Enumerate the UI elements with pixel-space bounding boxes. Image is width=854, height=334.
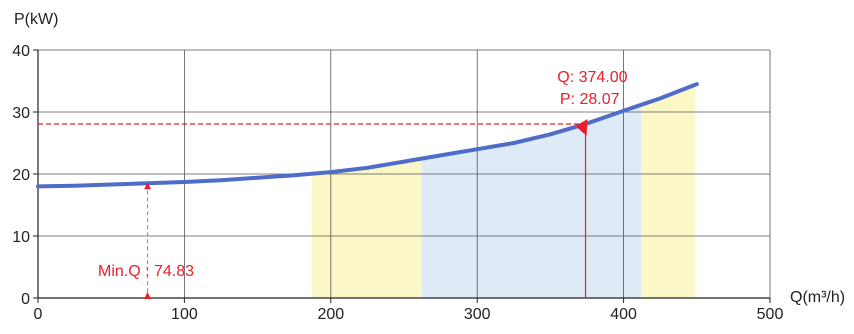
x-tick-label-0: 0 [34, 306, 43, 323]
y-tick-label-2: 20 [12, 167, 30, 184]
x-axis-label: Q(m³/h) [790, 289, 845, 306]
annotation-marks [144, 118, 588, 299]
y-axis-label: P(kW) [14, 11, 58, 28]
y-tick-label-3: 30 [12, 105, 30, 122]
annotations [38, 123, 587, 298]
x-tick-label-3: 300 [464, 306, 491, 323]
operating-point-marker [575, 118, 588, 136]
operating-regions [311, 84, 696, 298]
y-tick-label-1: 10 [12, 229, 30, 246]
operating-point-p-label: P: 28.07 [560, 91, 620, 108]
y-tick-label-4: 40 [12, 43, 30, 60]
min-flow-label: Min.Q : 74.83 [98, 263, 194, 280]
x-tick-label-5: 500 [757, 306, 784, 323]
region-1 [421, 104, 642, 298]
x-tick-label-2: 200 [317, 306, 344, 323]
region-0 [311, 158, 422, 298]
axes [33, 49, 771, 303]
region-2 [641, 84, 696, 298]
grid-lines [38, 49, 771, 298]
min-flow-arrow-bottom [144, 292, 152, 299]
y-tick-label-0: 0 [21, 291, 30, 308]
x-tick-label-4: 400 [610, 306, 637, 323]
min-flow-arrow-top [144, 182, 152, 190]
operating-point-q-label: Q: 374.00 [557, 69, 627, 86]
tick-labels: 0 100 200 300 400 500 0 10 20 30 40 [12, 43, 783, 323]
x-tick-label-1: 100 [171, 306, 198, 323]
